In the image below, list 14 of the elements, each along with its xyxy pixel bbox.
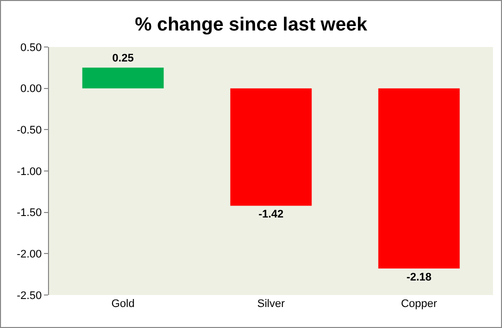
data-label: 0.25 bbox=[112, 52, 134, 65]
data-label: -1.42 bbox=[258, 208, 284, 221]
data-label: -2.18 bbox=[406, 272, 432, 284]
y-tick-label: -2.00 bbox=[16, 248, 42, 261]
x-tick-label: Silver bbox=[257, 298, 286, 310]
y-tick-label: -2.50 bbox=[16, 290, 42, 302]
y-tick-label: -1.00 bbox=[16, 166, 42, 178]
y-tick-label: 0.00 bbox=[20, 83, 42, 96]
y-tick-label: -1.50 bbox=[16, 207, 42, 220]
x-tick-label: Copper bbox=[400, 298, 438, 310]
y-tick-label: -0.50 bbox=[16, 124, 42, 137]
y-tick-label: 0.50 bbox=[20, 42, 42, 54]
x-tick-label: Gold bbox=[111, 298, 135, 310]
chart-title: % change since last week bbox=[134, 14, 368, 36]
